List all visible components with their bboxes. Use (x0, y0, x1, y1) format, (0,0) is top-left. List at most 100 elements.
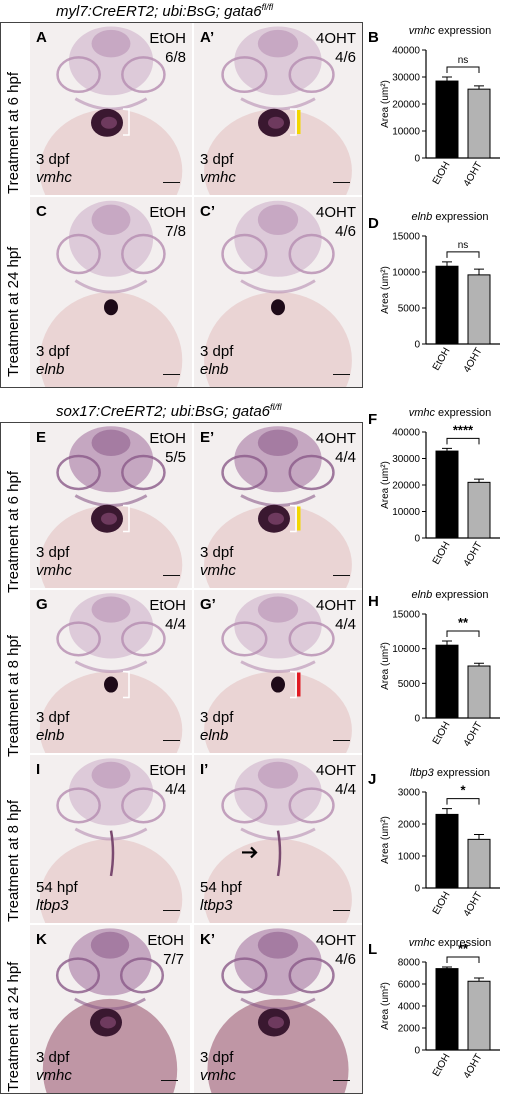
error-bar (474, 85, 484, 90)
y-tick-label: 40000 (392, 46, 420, 57)
arrow-icon (242, 846, 258, 859)
embryo-illustration (39, 200, 183, 387)
error-bar (442, 447, 452, 452)
treatment-label: EtOH 7/7 (147, 931, 184, 969)
gene-label: elnb (200, 727, 229, 744)
embryo-illustration (204, 758, 352, 923)
gene-label: ltbp3 (200, 897, 233, 914)
row-label: Treatment at 8 hpf (5, 799, 22, 922)
scale-bar (333, 1079, 350, 1081)
genotype-text: myl7:CreERT2; ubi:BsG; gata6 (56, 3, 262, 20)
error-bar (474, 834, 484, 840)
panel-label: G’ (200, 596, 216, 613)
embryo-illustration (39, 758, 183, 923)
x-tick-label: EtOH (431, 540, 453, 567)
significance-bracket (446, 630, 480, 638)
scale-bar (333, 909, 350, 911)
significance-bracket (446, 956, 480, 963)
significance-label: **** (453, 422, 474, 437)
scale-bar (163, 181, 180, 183)
genotype-text: sox17:CreERT2; ubi:BsG; gata6 (56, 403, 270, 420)
gene-label: ltbp3 (36, 897, 69, 914)
panel-label: I’ (200, 761, 209, 778)
chart-title: elnb expression (411, 589, 488, 601)
panel-label: G (36, 596, 48, 613)
y-tick-label: 3000 (398, 788, 421, 799)
treatment-name: EtOH (149, 762, 186, 779)
stage-gene-label: 3 dpf vmhc (200, 544, 236, 580)
embryo-image-panel: I’ 4OHT 4/4 54 hpf ltbp3 (194, 755, 362, 923)
row-label: Treatment at 8 hpf (5, 634, 22, 757)
gene-label: vmhc (36, 562, 72, 579)
stage-gene-label: 3 dpf vmhc (36, 544, 72, 580)
error-bar (442, 808, 452, 815)
chart-panel-label: D (368, 215, 379, 232)
y-tick-label: 8000 (398, 958, 421, 969)
embryo-image-panel: E’ 4OHT 4/4 3 dpf vmhc (194, 423, 362, 588)
error-bar (442, 261, 452, 267)
image-grid-top (0, 22, 363, 388)
sample-ratio: 4/4 (165, 781, 186, 798)
chart-title: elnb expression (411, 211, 488, 223)
scale-bar (333, 373, 350, 375)
bar (467, 980, 491, 1051)
embryo-illustration (39, 426, 183, 588)
scale-bar (163, 373, 180, 375)
embryo-image-panel: K EtOH 7/7 3 dpf vmhc (30, 925, 190, 1093)
genotype-title-top: myl7:CreERT2; ubi:BsG; gata6fl/fl (56, 2, 273, 20)
x-tick-label: EtOH (431, 890, 453, 917)
y-axis-label: Area (um²) (380, 816, 391, 864)
chart-title: vmhc expression (409, 937, 492, 949)
embryo-illustration (204, 593, 352, 753)
treatment-name: EtOH (149, 597, 186, 614)
stage-label: 3 dpf (200, 544, 234, 561)
treatment-label: EtOH 7/8 (149, 203, 186, 241)
y-axis-label: Area (um²) (380, 266, 391, 314)
treatment-label: EtOH 4/4 (149, 596, 186, 634)
stage-label: 3 dpf (36, 151, 70, 168)
x-tick-label: 4OHT (462, 890, 485, 919)
treatment-name: EtOH (147, 932, 184, 949)
x-tick-label: EtOH (431, 160, 453, 187)
treatment-name: 4OHT (315, 30, 356, 47)
embryo-image-panel: I EtOH 4/4 54 hpf ltbp3 (30, 755, 192, 923)
treatment-name: EtOH (149, 204, 186, 221)
error-bar (474, 977, 484, 982)
x-tick-label: 4OHT (462, 720, 485, 749)
sample-ratio: 4/6 (335, 223, 356, 240)
bar (435, 968, 459, 1051)
y-tick-label: 4000 (398, 1002, 421, 1013)
y-tick-label: 6000 (398, 980, 421, 991)
y-tick-label: 10000 (392, 268, 420, 279)
treatment-label: 4OHT 4/6 (316, 203, 356, 241)
chart-panel-label: J (368, 771, 376, 788)
scale-bar (333, 739, 350, 741)
y-axis-label: Area (um²) (380, 80, 391, 128)
x-tick-label: EtOH (431, 1052, 453, 1079)
stage-label: 3 dpf (36, 709, 70, 726)
stage-label: 3 dpf (200, 709, 234, 726)
y-axis-label: Area (um²) (380, 982, 391, 1030)
embryo-image-panel: G EtOH 4/4 3 dpf elnb (30, 590, 192, 753)
treatment-label: EtOH 6/8 (149, 29, 186, 67)
bar (435, 265, 459, 345)
bar (467, 88, 491, 159)
genotype-title-bottom: sox17:CreERT2; ubi:BsG; gata6fl/fl (56, 402, 282, 420)
row-label: Treatment at 24 hpf (5, 246, 22, 377)
stage-gene-label: 3 dpf vmhc (200, 1049, 236, 1085)
y-tick-label: 30000 (392, 73, 420, 84)
treatment-name: 4OHT (315, 762, 356, 779)
stage-label: 3 dpf (36, 343, 70, 360)
y-tick-label: 0 (414, 884, 420, 895)
embryo-image-panel: A’ 4OHT 4/6 3 dpf vmhc (194, 23, 362, 195)
embryo-image-panel: G’ 4OHT 4/4 3 dpf elnb (194, 590, 362, 753)
scale-bar (163, 574, 180, 576)
treatment-name: EtOH (149, 430, 186, 447)
stage-label: 3 dpf (200, 343, 234, 360)
y-tick-label: 15000 (392, 232, 420, 243)
embryo-illustration (204, 426, 352, 588)
